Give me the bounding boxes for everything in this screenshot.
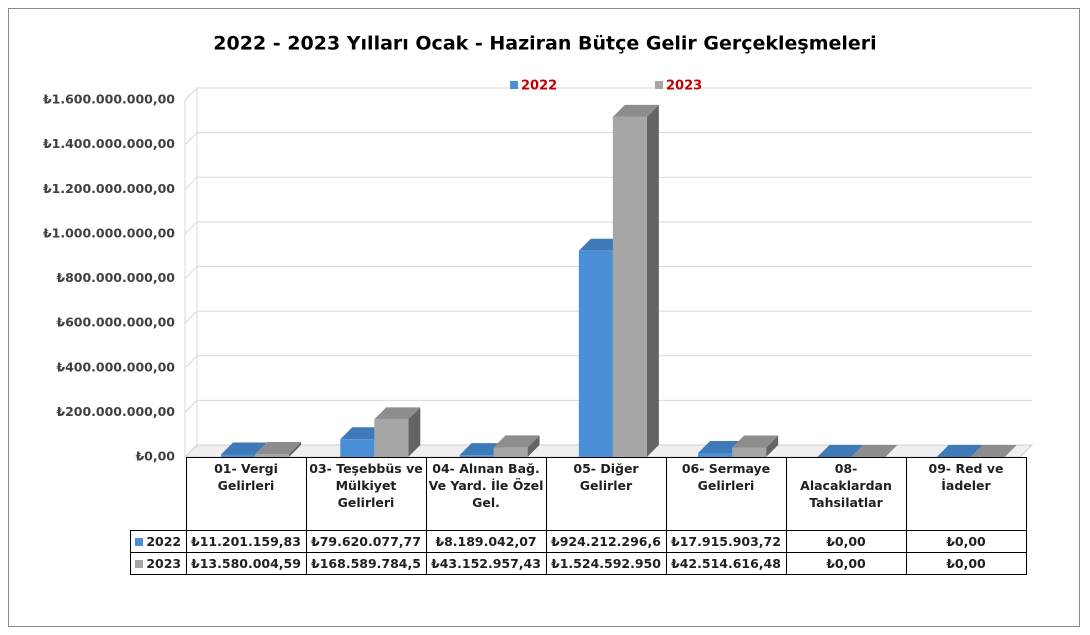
category-label: 09- Red ve İadeler bbox=[906, 458, 1026, 531]
table-row: 2023 ₺13.580.004,59₺168.589.784,5₺43.152.… bbox=[131, 553, 1027, 575]
value-cell: ₺13.580.004,59 bbox=[186, 553, 306, 575]
value-cell: ₺0,00 bbox=[906, 553, 1026, 575]
bar bbox=[613, 117, 647, 457]
y-tick-label: ₺400.000.000,00 bbox=[56, 359, 175, 374]
series-header: 2023 bbox=[131, 553, 187, 575]
value-cell: ₺8.189.042,07 bbox=[426, 531, 546, 553]
value-cell: ₺79.620.077,77 bbox=[306, 531, 426, 553]
bar bbox=[374, 419, 408, 457]
category-label: 01- Vergi Gelirleri bbox=[186, 458, 306, 531]
legend-key bbox=[510, 81, 518, 89]
legend-label: 2023 bbox=[666, 79, 702, 94]
y-tick-label: ₺800.000.000,00 bbox=[56, 270, 175, 285]
legend-key bbox=[135, 560, 143, 568]
category-label: 08- Alacaklardan Tahsilatlar bbox=[786, 458, 906, 531]
bar bbox=[579, 251, 613, 457]
legend-key bbox=[135, 538, 143, 546]
category-label: 05- Diğer Gelirler bbox=[546, 458, 666, 531]
grid-line bbox=[185, 222, 1032, 234]
chart-title: 2022 - 2023 Yılları Ocak - Haziran Bütçe… bbox=[213, 33, 876, 55]
value-cell: ₺42.514.616,48 bbox=[666, 553, 786, 575]
series-header: 2022 bbox=[131, 531, 187, 553]
category-label: 03- Teşebbüs ve Mülkiyet Gelirleri bbox=[306, 458, 426, 531]
y-tick-label: ₺200.000.000,00 bbox=[56, 404, 175, 419]
bar bbox=[494, 447, 528, 457]
bar-side bbox=[647, 105, 659, 457]
y-tick-label: ₺600.000.000,00 bbox=[56, 315, 175, 330]
value-cell: ₺924.212.296,6 bbox=[546, 531, 666, 553]
value-cell: ₺0,00 bbox=[906, 531, 1026, 553]
table-corner bbox=[131, 458, 187, 531]
bar bbox=[732, 448, 766, 457]
bar bbox=[340, 439, 374, 457]
value-cell: ₺17.915.903,72 bbox=[666, 531, 786, 553]
value-cell: ₺1.524.592.950 bbox=[546, 553, 666, 575]
y-tick-label: ₺1.000.000.000,00 bbox=[43, 225, 175, 240]
series-label: 2023 bbox=[146, 556, 181, 571]
y-tick-label: ₺1.400.000.000,00 bbox=[43, 136, 175, 151]
category-label: 04- Alınan Bağ. Ve Yard. İle Özel Gel. bbox=[426, 458, 546, 531]
y-tick-label: ₺1.200.000.000,00 bbox=[43, 181, 175, 196]
series-label: 2022 bbox=[146, 534, 181, 549]
value-cell: ₺11.201.159,83 bbox=[186, 531, 306, 553]
y-tick-label: ₺1.600.000.000,00 bbox=[43, 92, 175, 107]
page: 2022 - 2023 Yılları Ocak - Haziran Bütçe… bbox=[0, 0, 1090, 635]
value-cell: ₺0,00 bbox=[786, 553, 906, 575]
value-cell: ₺43.152.957,43 bbox=[426, 553, 546, 575]
grid-line bbox=[185, 133, 1032, 145]
category-label: 06- Sermaye Gelirleri bbox=[666, 458, 786, 531]
grid-line bbox=[185, 177, 1032, 189]
grid-line bbox=[185, 88, 1032, 100]
legend-key bbox=[655, 81, 663, 89]
legend-label: 2022 bbox=[521, 79, 557, 94]
value-cell: ₺168.589.784,5 bbox=[306, 553, 426, 575]
table-row: 2022 ₺11.201.159,83₺79.620.077,77₺8.189.0… bbox=[131, 531, 1027, 553]
value-cell: ₺0,00 bbox=[786, 531, 906, 553]
